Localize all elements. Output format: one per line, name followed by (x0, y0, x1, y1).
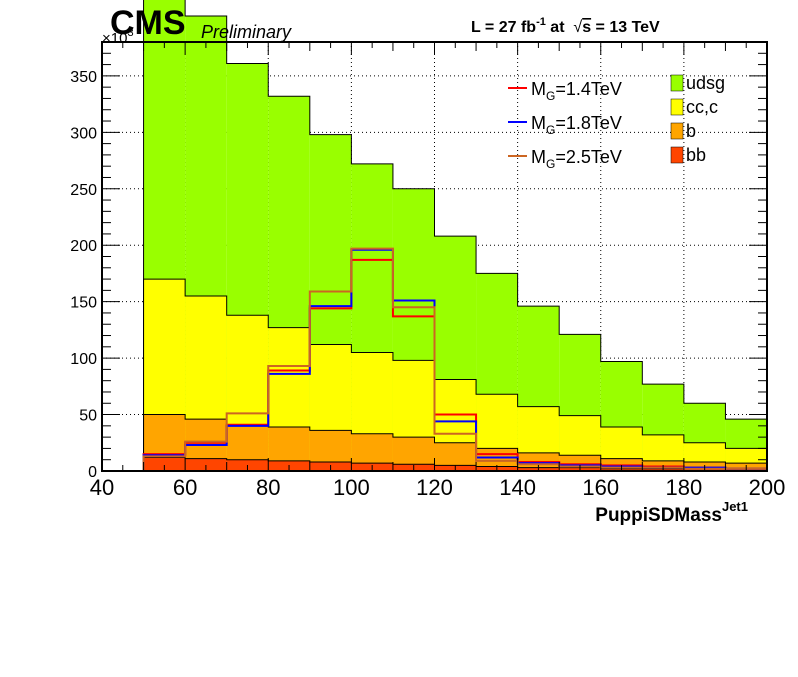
y-axis-multiplier: ×103 (102, 27, 134, 47)
x-tick-label: 200 (749, 475, 786, 500)
x-tick-label: 180 (666, 475, 703, 500)
legend-label-signal-3: MG=2.5TeV (531, 147, 622, 171)
y-tick-label: 200 (70, 238, 97, 255)
bar-bb-50 (143, 457, 186, 471)
stacked-histograms (102, 0, 768, 472)
x-tick-label: 60 (173, 475, 197, 500)
x-tick-label: 140 (499, 475, 536, 500)
axis-ticks: 0 50 100 150 200 250 300 350 40 60 80 100 120 140 160 1… (70, 42, 785, 500)
x-tick-label: 160 (582, 475, 619, 500)
legend-label-b: b (686, 121, 696, 141)
cms-label: CMS (110, 4, 186, 42)
x-axis-title: PuppiSDMassJet1 (595, 499, 748, 526)
y-tick-label: 300 (70, 125, 97, 142)
x-tick-label: 80 (256, 475, 280, 500)
legend-label-bb: bb (686, 145, 706, 165)
x-tick-label: 40 (90, 475, 114, 500)
x-tick-label: 120 (416, 475, 453, 500)
y-tick-label: 250 (70, 182, 97, 199)
legend-swatch-b (670, 122, 684, 140)
preliminary-label: Preliminary (201, 22, 292, 42)
y-multiplier-exponent: 3 (127, 27, 133, 39)
y-tick-label: 0 (88, 464, 97, 481)
luminosity-label: L = 27 fb-1 at √s = 13 TeV (471, 16, 660, 36)
legend-swatch-bb (670, 146, 684, 164)
stack-outline-udsg (102, 0, 768, 472)
legend-label-ccc: cc,c (686, 97, 718, 117)
legend-swatch-ccc (670, 98, 684, 116)
lumi-exponent: -1 (536, 16, 546, 28)
y-tick-label: 350 (70, 69, 97, 86)
y-tick-label: 50 (79, 408, 97, 425)
energy-suffix: = 13 TeV (591, 19, 660, 36)
y-tick-label: 150 (70, 295, 97, 312)
x-axis-title-main: PuppiSDMass (595, 505, 722, 526)
energy-variable: s (582, 19, 591, 36)
legend-label-signal-1: MG=1.4TeV (531, 79, 622, 103)
legend-label-udsg: udsg (686, 73, 725, 93)
y-multiplier-base: ×10 (102, 30, 127, 47)
signal-line-3 (102, 247, 767, 472)
x-axis-title-sup: Jet1 (722, 499, 748, 514)
legend-swatch-udsg (670, 74, 684, 92)
x-tick-label: 100 (333, 475, 370, 500)
bar-bb-60 (185, 458, 227, 471)
legend-label-signal-2: MG=1.8TeV (531, 113, 622, 137)
y-tick-label: 100 (70, 351, 97, 368)
lumi-prefix: L = 27 fb (471, 19, 536, 36)
sqrt-symbol: √ (573, 19, 582, 36)
lumi-mid: at (546, 19, 574, 36)
